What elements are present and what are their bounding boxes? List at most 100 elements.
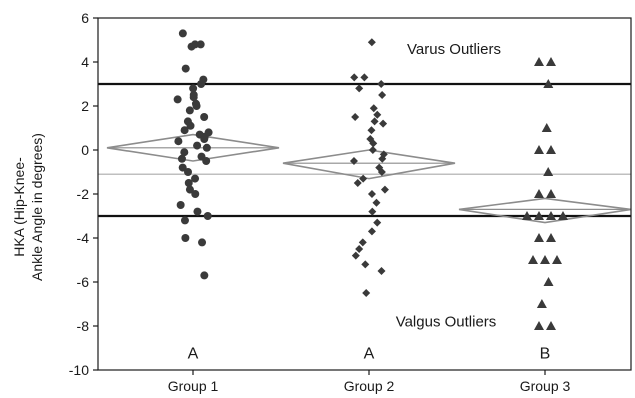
point-triangle: [528, 255, 538, 264]
point-circle: [193, 207, 202, 216]
y-axis-title-line-1: HKA (Hip-Knee-: [11, 157, 27, 257]
point-diamond: [358, 238, 367, 247]
point-diamond: [377, 80, 386, 88]
point-triangle: [558, 211, 568, 220]
point-circle: [178, 29, 187, 38]
point-diamond: [362, 289, 371, 297]
point-diamond: [379, 119, 388, 128]
point-triangle: [546, 189, 556, 198]
point-diamond: [360, 73, 369, 82]
point-circle: [193, 141, 202, 150]
point-circle: [202, 143, 211, 152]
y-tick-label: 4: [81, 54, 89, 70]
valgus-outliers-label: Valgus Outliers: [396, 314, 497, 331]
point-circle: [189, 84, 198, 93]
point-circle: [174, 137, 183, 146]
point-diamond: [351, 113, 360, 121]
point-circle: [185, 185, 194, 194]
point-circle: [203, 212, 212, 220]
point-triangle: [541, 123, 552, 132]
point-triangle: [546, 321, 556, 330]
point-circle: [176, 201, 185, 209]
point-circle: [189, 93, 198, 102]
point-triangle: [543, 167, 554, 176]
point-circle: [192, 102, 201, 110]
point-circle: [198, 238, 207, 247]
point-circle: [185, 106, 194, 115]
y-tick-label: -4: [77, 230, 90, 246]
axes: 6 4 2 0 -2 -4 -6 -8 -10 Group 1 Group 2 Group 3: [69, 10, 571, 394]
varus-outliers-label: Varus Outliers: [407, 41, 501, 58]
data-points: [173, 29, 568, 330]
point-diamond: [355, 245, 364, 253]
point-circle: [184, 179, 193, 187]
point-circle: [200, 113, 209, 121]
y-tick-label: -2: [77, 186, 90, 202]
point-triangle: [543, 277, 554, 286]
point-diamond: [378, 91, 387, 99]
y-tick-label: -10: [69, 362, 89, 378]
y-tick-label: -8: [77, 318, 90, 334]
point-diamond: [351, 251, 360, 260]
point-diamond: [378, 154, 387, 163]
x-category-label: Group 3: [520, 378, 571, 394]
point-circle: [180, 216, 189, 225]
point-triangle: [540, 255, 550, 264]
y-tick-label: -6: [77, 274, 90, 290]
point-circle: [191, 174, 200, 183]
point-diamond: [369, 139, 378, 148]
point-triangle: [534, 321, 544, 330]
point-triangle: [546, 57, 556, 66]
point-circle: [183, 168, 192, 176]
point-circle: [197, 80, 206, 88]
point-diamond: [359, 174, 368, 183]
point-circle: [187, 42, 196, 51]
point-circle: [186, 121, 195, 130]
point-diamond: [368, 146, 377, 154]
point-diamond: [377, 267, 386, 275]
point-diamond: [355, 84, 364, 93]
point-circle: [200, 135, 209, 143]
point-diamond: [377, 168, 386, 176]
point-circle: [202, 157, 211, 165]
point-circle: [178, 163, 187, 172]
point-diamond: [361, 260, 370, 269]
y-tick-label: 2: [81, 98, 89, 114]
x-category-label: Group 2: [344, 378, 395, 394]
point-circle: [196, 40, 205, 49]
point-triangle: [536, 299, 547, 308]
point-triangle: [534, 233, 544, 242]
point-diamond: [369, 104, 378, 113]
y-axis-title-line-2: Ankle Angle in degrees): [29, 133, 45, 281]
point-diamond: [380, 185, 389, 194]
point-circle: [181, 64, 190, 73]
x-category-label: Group 1: [168, 378, 219, 394]
y-tick-label: 6: [81, 10, 89, 26]
point-triangle: [552, 255, 562, 264]
point-diamond: [367, 38, 376, 47]
point-circle: [173, 95, 182, 104]
point-triangle: [546, 211, 556, 220]
point-diamond: [368, 207, 377, 216]
point-triangle: [534, 145, 544, 154]
group-letter: A: [364, 345, 375, 362]
point-triangle: [534, 211, 544, 220]
point-triangle: [546, 145, 556, 154]
point-diamond: [353, 179, 362, 187]
point-diamond: [367, 126, 376, 135]
group-letter: A: [188, 345, 199, 362]
point-diamond: [367, 190, 376, 198]
point-diamond: [370, 117, 379, 126]
point-diamond: [367, 227, 376, 236]
point-diamond: [373, 218, 382, 227]
y-axis-title: HKA (Hip-Knee- Ankle Angle in degrees): [11, 133, 45, 281]
point-diamond: [349, 157, 358, 165]
group-letter: B: [540, 345, 551, 362]
point-circle: [180, 148, 189, 157]
point-circle: [200, 271, 209, 280]
point-triangle: [546, 233, 556, 242]
point-diamond: [350, 73, 359, 82]
point-circle: [181, 234, 190, 242]
